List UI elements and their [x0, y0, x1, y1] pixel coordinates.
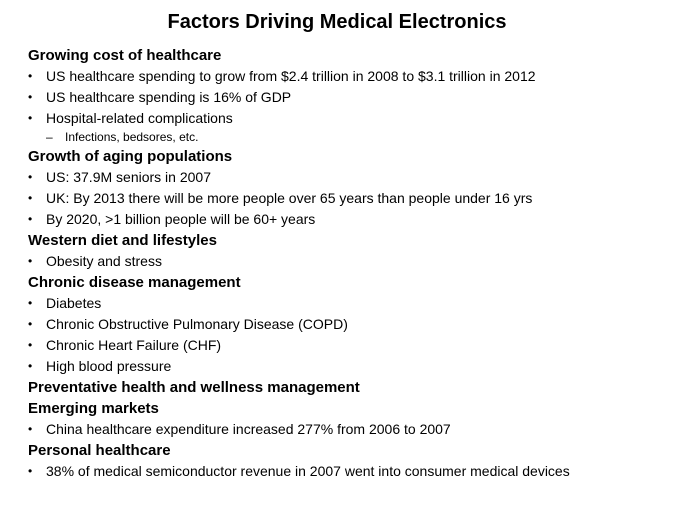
bullet-icon: •	[28, 191, 33, 205]
section-heading: Western diet and lifestyles	[28, 232, 217, 249]
slide-title: Factors Driving Medical Electronics	[167, 11, 507, 33]
bullet-icon: •	[28, 296, 33, 310]
bullet-item: • US healthcare spending is 16% of GDP	[28, 87, 668, 108]
section-heading: Growing cost of healthcare	[28, 47, 222, 64]
section-preventative-health: Preventative health and wellness managem…	[28, 377, 668, 398]
bullet-item: • US: 37.9M seniors in 2007	[28, 167, 668, 188]
section-personal-healthcare: Personal healthcare • 38% of medical semi…	[28, 440, 668, 482]
bullet-icon: •	[28, 90, 33, 104]
bullet-icon: •	[28, 338, 33, 352]
bullet-icon: •	[28, 254, 33, 268]
bullet-icon: •	[28, 69, 33, 83]
bullet-icon: •	[28, 170, 33, 184]
bullet-icon: •	[28, 359, 33, 373]
bullet-icon: •	[28, 422, 33, 436]
bullet-icon: •	[28, 464, 33, 478]
section-healthcare-cost: Growing cost of healthcare • US healthcar…	[28, 45, 668, 146]
bullet-item: • 38% of medical semiconductor revenue in…	[28, 461, 668, 482]
section-heading: Emerging markets	[28, 400, 159, 417]
section-aging-populations: Growth of aging populations • US: 37.9M s…	[28, 146, 668, 230]
section-chronic-disease: Chronic disease management • Diabetes • Ch…	[28, 272, 668, 377]
bullet-icon: •	[28, 111, 33, 125]
bullet-item: • US healthcare spending to grow from $2.…	[28, 66, 668, 87]
slide-content: Growing cost of healthcare • US healthcar…	[28, 45, 668, 482]
bullet-item: • UK: By 2013 there will be more people o…	[28, 188, 668, 209]
bullet-icon: •	[28, 317, 33, 331]
bullet-item: • High blood pressure	[28, 356, 668, 377]
section-diet-lifestyles: Western diet and lifestyles • Obesity and…	[28, 230, 668, 272]
section-heading: Preventative health and wellness managem…	[28, 379, 360, 396]
dash-icon: –	[46, 130, 53, 144]
bullet-item: • Hospital-related complications	[28, 108, 668, 129]
section-heading: Chronic disease management	[28, 274, 241, 291]
section-heading: Growth of aging populations	[28, 148, 233, 165]
sub-bullet-item: – Infections, bedsores, etc.	[46, 130, 199, 144]
section-heading: Personal healthcare	[28, 442, 171, 459]
bullet-item: • By 2020, >1 billion people will be 60+ …	[28, 209, 668, 230]
bullet-item: • China healthcare expenditure increased …	[28, 419, 668, 440]
bullet-item: • Chronic Obstructive Pulmonary Disease (…	[28, 314, 668, 335]
bullet-item: • Diabetes	[28, 293, 668, 314]
bullet-item: • Obesity and stress	[28, 251, 668, 272]
bullet-item: • Chronic Heart Failure (CHF)	[28, 335, 668, 356]
section-emerging-markets: Emerging markets • China healthcare expen…	[28, 398, 668, 440]
bullet-icon: •	[28, 212, 33, 226]
